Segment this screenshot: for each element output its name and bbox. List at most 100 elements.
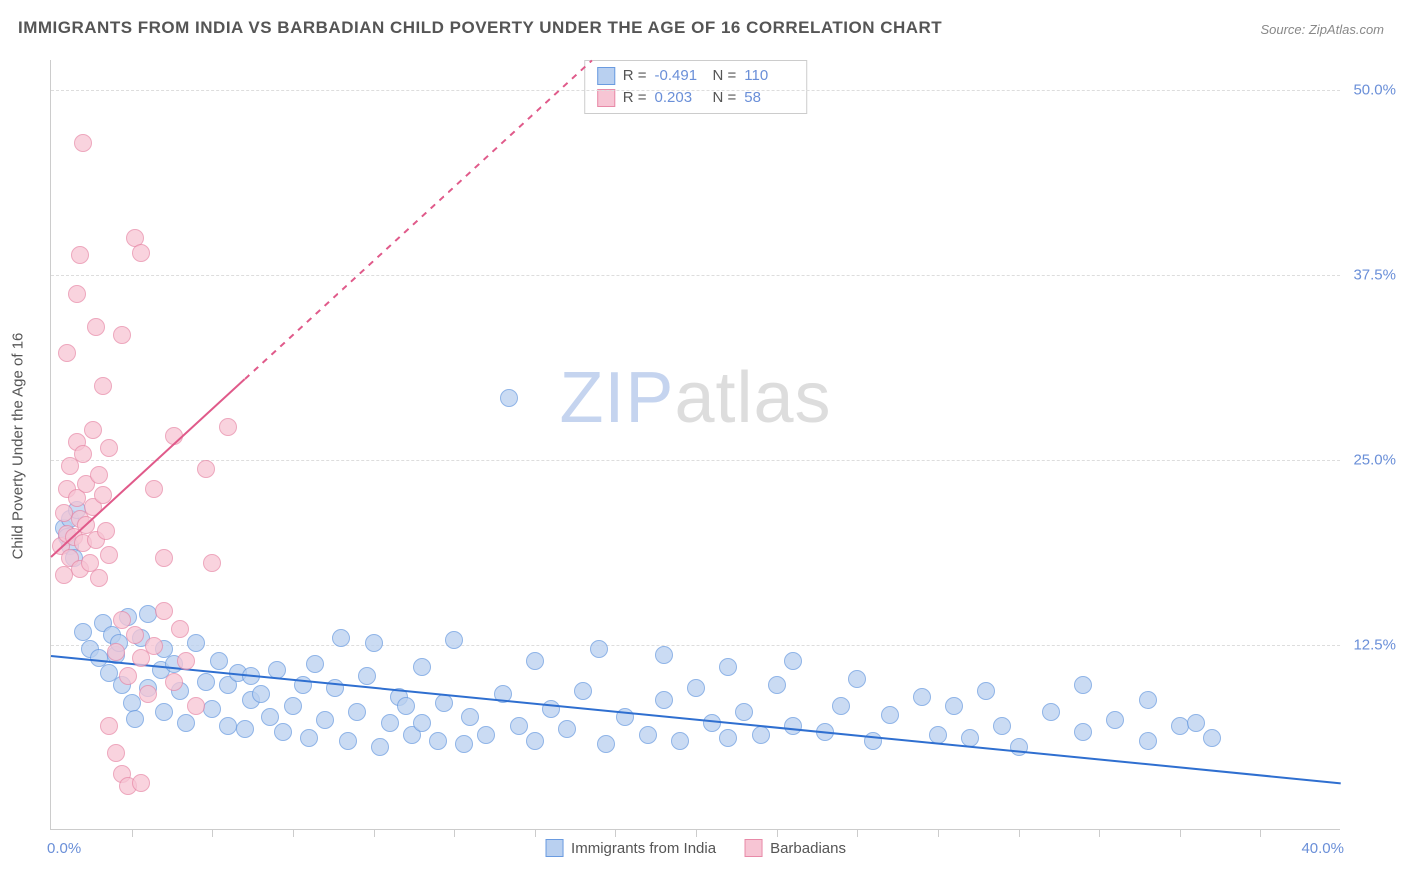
legend-n-label: N =	[713, 65, 737, 87]
x-tick	[857, 829, 858, 837]
data-point	[719, 658, 737, 676]
data-point	[145, 480, 163, 498]
data-point	[300, 729, 318, 747]
data-point	[1139, 691, 1157, 709]
watermark-light: atlas	[674, 358, 831, 438]
chart-title: IMMIGRANTS FROM INDIA VS BARBADIAN CHILD…	[18, 18, 942, 38]
plot-area: ZIPatlas R =-0.491N =110R =0.203N =58 Im…	[50, 60, 1340, 830]
data-point	[1010, 738, 1028, 756]
grid-line	[51, 275, 1340, 276]
y-axis-title: Child Poverty Under the Age of 16	[10, 333, 27, 560]
data-point	[74, 445, 92, 463]
source-attribution: Source: ZipAtlas.com	[1260, 22, 1384, 37]
x-tick	[454, 829, 455, 837]
data-point	[381, 714, 399, 732]
data-point	[784, 717, 802, 735]
data-point	[1042, 703, 1060, 721]
grid-line	[51, 90, 1340, 91]
data-point	[752, 726, 770, 744]
data-point	[236, 720, 254, 738]
data-point	[187, 697, 205, 715]
legend-r-label: R =	[623, 65, 647, 87]
watermark: ZIPatlas	[559, 357, 831, 439]
legend-series-item: Barbadians	[744, 839, 846, 857]
data-point	[977, 682, 995, 700]
data-point	[993, 717, 1011, 735]
data-point	[74, 134, 92, 152]
legend-correlation-row: R =-0.491N =110	[597, 65, 795, 87]
data-point	[655, 646, 673, 664]
data-point	[574, 682, 592, 700]
data-point	[90, 569, 108, 587]
data-point	[165, 673, 183, 691]
data-point	[655, 691, 673, 709]
data-point	[132, 774, 150, 792]
data-point	[477, 726, 495, 744]
data-point	[558, 720, 576, 738]
data-point	[1187, 714, 1205, 732]
trend-line-extrapolated	[244, 60, 592, 380]
data-point	[1074, 723, 1092, 741]
data-point	[155, 703, 173, 721]
data-point	[1106, 711, 1124, 729]
x-tick	[1180, 829, 1181, 837]
data-point	[413, 658, 431, 676]
data-point	[500, 389, 518, 407]
data-point	[197, 460, 215, 478]
data-point	[639, 726, 657, 744]
data-point	[132, 244, 150, 262]
x-tick	[293, 829, 294, 837]
x-tick	[938, 829, 939, 837]
data-point	[1074, 676, 1092, 694]
x-tick	[132, 829, 133, 837]
data-point	[68, 285, 86, 303]
data-point	[100, 439, 118, 457]
grid-line	[51, 460, 1340, 461]
data-point	[348, 703, 366, 721]
data-point	[671, 732, 689, 750]
data-point	[526, 732, 544, 750]
data-point	[100, 546, 118, 564]
data-point	[219, 717, 237, 735]
data-point	[542, 700, 560, 718]
legend-series-label: Barbadians	[770, 840, 846, 857]
y-tick-label: 50.0%	[1353, 81, 1396, 98]
data-point	[590, 640, 608, 658]
data-point	[261, 708, 279, 726]
data-point	[100, 717, 118, 735]
data-point	[210, 652, 228, 670]
data-point	[58, 344, 76, 362]
data-point	[306, 655, 324, 673]
data-point	[597, 735, 615, 753]
data-point	[429, 732, 447, 750]
data-point	[155, 602, 173, 620]
data-point	[171, 620, 189, 638]
legend-swatch	[597, 67, 615, 85]
x-tick	[1019, 829, 1020, 837]
data-point	[177, 652, 195, 670]
legend-swatch	[744, 839, 762, 857]
data-point	[784, 652, 802, 670]
legend-series-item: Immigrants from India	[545, 839, 716, 857]
x-tick	[374, 829, 375, 837]
data-point	[881, 706, 899, 724]
data-point	[1203, 729, 1221, 747]
data-point	[316, 711, 334, 729]
data-point	[252, 685, 270, 703]
data-point	[87, 318, 105, 336]
data-point	[90, 466, 108, 484]
data-point	[197, 673, 215, 691]
data-point	[687, 679, 705, 697]
legend-correlation: R =-0.491N =110R =0.203N =58	[584, 60, 808, 114]
data-point	[913, 688, 931, 706]
data-point	[187, 634, 205, 652]
y-tick-label: 25.0%	[1353, 451, 1396, 468]
data-point	[177, 714, 195, 732]
data-point	[768, 676, 786, 694]
data-point	[94, 377, 112, 395]
data-point	[155, 549, 173, 567]
data-point	[126, 626, 144, 644]
data-point	[203, 700, 221, 718]
y-tick-label: 12.5%	[1353, 636, 1396, 653]
x-tick	[777, 829, 778, 837]
